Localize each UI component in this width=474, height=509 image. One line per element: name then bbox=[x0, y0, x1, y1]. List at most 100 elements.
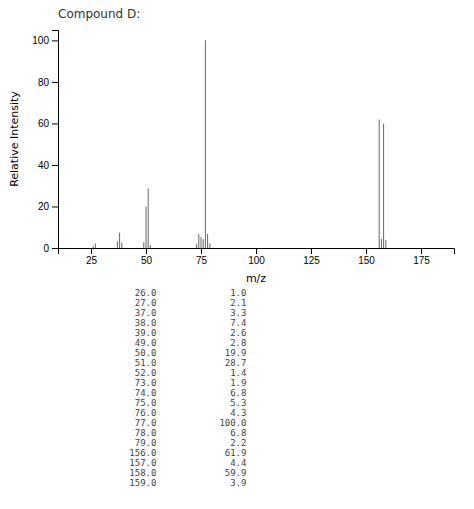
x-tick-mark bbox=[201, 248, 202, 254]
table-mz: 27.0 bbox=[135, 298, 157, 308]
x-tick-mark bbox=[256, 248, 257, 254]
table-intensity: 1.9 bbox=[230, 378, 246, 388]
table-mz: 158.0 bbox=[129, 468, 156, 478]
x-tick-label: 50 bbox=[141, 255, 153, 266]
x-tick-label: 150 bbox=[358, 255, 375, 266]
table-mz: 76.0 bbox=[135, 408, 157, 418]
y-tick-label: 40 bbox=[38, 160, 50, 171]
table-mz: 75.0 bbox=[135, 398, 157, 408]
y-tick-label: 60 bbox=[38, 118, 50, 129]
y-tick-mark bbox=[52, 40, 58, 41]
table-mz: 159.0 bbox=[129, 478, 156, 488]
table-mz: 78.0 bbox=[135, 428, 157, 438]
stem bbox=[209, 243, 210, 248]
table-intensity: 2.8 bbox=[230, 338, 246, 348]
table-intensity: 1.0 bbox=[230, 288, 246, 298]
y-tick-mark bbox=[52, 165, 58, 166]
table-mz: 157.0 bbox=[129, 458, 156, 468]
y-tick-label: 0 bbox=[43, 243, 49, 254]
stem bbox=[148, 188, 149, 248]
y-axis: 0 20 40 60 80 100 bbox=[32, 31, 58, 254]
x-tick: 25 bbox=[86, 248, 98, 266]
y-tick-label: 100 bbox=[32, 35, 49, 46]
table-intensity: 1.4 bbox=[230, 368, 246, 378]
stem bbox=[385, 240, 386, 248]
y-axis-title: Relative Intensity bbox=[8, 91, 21, 187]
table-intensity: 7.4 bbox=[230, 318, 246, 328]
y-tick-label: 20 bbox=[38, 201, 50, 212]
table-intensity: 3.3 bbox=[230, 308, 246, 318]
table-mz: 73.0 bbox=[135, 378, 157, 388]
x-tick-mark bbox=[91, 248, 92, 254]
stem bbox=[119, 233, 120, 248]
y-tick-mark bbox=[52, 248, 58, 249]
title: Compound D: bbox=[58, 7, 140, 21]
table-mz: 26.0 bbox=[135, 288, 157, 298]
stem bbox=[146, 207, 147, 248]
table-mz: 38.0 bbox=[135, 318, 157, 328]
table-mz: 79.0 bbox=[135, 438, 157, 448]
table-intensity: 3.9 bbox=[230, 478, 246, 488]
x-tick-mark bbox=[146, 248, 147, 254]
y-tick: 60 bbox=[38, 118, 58, 129]
stem bbox=[205, 40, 206, 248]
table-intensity: 6.8 bbox=[230, 388, 246, 398]
y-tick-mark bbox=[52, 82, 58, 83]
table-mz: 51.0 bbox=[135, 358, 157, 368]
y-tick: 80 bbox=[38, 77, 58, 88]
plot: 25 50 75 100 125 150 175 0 20 40 60 80 100 m/z Relativ… bbox=[8, 31, 455, 286]
table-mz: 37.0 bbox=[135, 308, 157, 318]
y-tick: 100 bbox=[32, 35, 58, 46]
table-intensity: 2.1 bbox=[230, 298, 246, 308]
x-tick-label: 125 bbox=[303, 255, 320, 266]
stem bbox=[207, 234, 208, 248]
y-tick-mark bbox=[52, 206, 58, 207]
y-tick-mark bbox=[52, 123, 58, 124]
x-tick: 100 bbox=[248, 248, 265, 266]
table-intensity: 2.2 bbox=[230, 438, 246, 448]
x-tick-mark bbox=[311, 248, 312, 254]
stem bbox=[117, 241, 118, 248]
stem bbox=[201, 237, 202, 248]
table-intensity: 4.4 bbox=[230, 458, 246, 468]
stem bbox=[121, 243, 122, 248]
stem bbox=[203, 239, 204, 248]
table-intensity: 5.3 bbox=[230, 398, 246, 408]
x-tick: 75 bbox=[196, 248, 208, 266]
x-tick: 150 bbox=[358, 248, 375, 266]
stem bbox=[381, 239, 382, 248]
table-mz: 49.0 bbox=[135, 338, 157, 348]
y-tick: 20 bbox=[38, 201, 58, 212]
x-axis-line bbox=[59, 249, 455, 255]
table-mz: 156.0 bbox=[129, 448, 156, 458]
table-intensity: 2.6 bbox=[230, 328, 246, 338]
x-tick: 175 bbox=[413, 248, 430, 266]
y-axis-line bbox=[52, 31, 59, 249]
table-intensity: 28.7 bbox=[225, 358, 247, 368]
y-tick: 40 bbox=[38, 160, 58, 171]
x-tick: 125 bbox=[303, 248, 320, 266]
table-intensity: 19.9 bbox=[225, 348, 247, 358]
stem bbox=[93, 246, 94, 248]
chart: Compound D: 25 50 75 100 125 150 175 0 20 40 60 80 10… bbox=[0, 0, 474, 509]
x-axis: 25 50 75 100 125 150 175 bbox=[59, 248, 455, 266]
x-tick-label: 75 bbox=[196, 255, 208, 266]
stem bbox=[196, 244, 197, 248]
stem bbox=[198, 234, 199, 248]
stem bbox=[379, 119, 380, 248]
x-tick-label: 25 bbox=[86, 255, 98, 266]
x-tick-label: 175 bbox=[413, 255, 430, 266]
table: 26.0 1.0 27.0 2.1 37.0 3.3 38.0 7.4 39.0 2.6 49.0 2… bbox=[129, 288, 246, 488]
table-intensity: 6.8 bbox=[230, 428, 246, 438]
table-intensity: 100.0 bbox=[219, 418, 246, 428]
table-intensity: 61.9 bbox=[225, 448, 247, 458]
table-mz: 39.0 bbox=[135, 328, 157, 338]
x-axis-title: m/z bbox=[246, 272, 266, 285]
x-tick: 50 bbox=[141, 248, 153, 266]
x-tick-mark bbox=[366, 248, 367, 254]
y-tick-label: 80 bbox=[38, 77, 50, 88]
table-mz: 52.0 bbox=[135, 368, 157, 378]
table-mz: 77.0 bbox=[135, 418, 157, 428]
stem bbox=[95, 244, 96, 248]
x-tick-mark bbox=[421, 248, 422, 254]
